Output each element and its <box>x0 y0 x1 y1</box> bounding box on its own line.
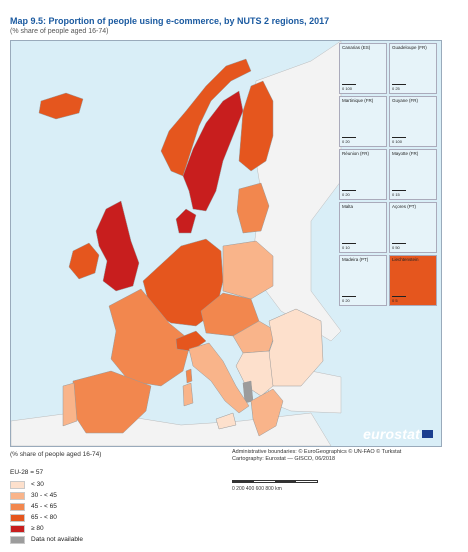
map-canvas <box>11 41 342 446</box>
inset-label: Martinique (FR) <box>342 98 374 103</box>
inset-label: Réunion (FR) <box>342 151 370 156</box>
inset-canarias: Canarias (ES) 0 100 <box>339 43 387 94</box>
legend-swatch <box>10 480 25 489</box>
hungary-region <box>232 320 277 354</box>
corsica-region <box>185 368 193 384</box>
legend-item: 45 - < 65 <box>10 501 83 512</box>
credits: Administrative boundaries: © EuroGeograp… <box>232 449 401 463</box>
legend-item: Data not available <box>10 534 83 545</box>
legend-swatch <box>10 513 25 522</box>
scale-bar: 0 200 400 600 800 km <box>232 480 322 496</box>
ireland-region <box>68 242 100 280</box>
inset-label: Madeira (PT) <box>342 257 369 262</box>
inset-liechtenstein: Liechtenstein 0 5 <box>389 255 437 306</box>
inset-label: Liechtenstein <box>392 257 419 262</box>
scale-bar-ticks: 0 200 400 600 800 km <box>232 486 282 492</box>
scale-bar-graphic <box>232 480 318 483</box>
legend-swatch <box>10 491 25 500</box>
inset-scale: 0 20 <box>342 296 356 303</box>
inset-madeira: Madeira (PT) 0 20 <box>339 255 387 306</box>
credits-line-1: Administrative boundaries: © EuroGeograp… <box>232 449 402 455</box>
inset-scale: 0 20 <box>342 190 356 197</box>
legend-label: Data not available <box>31 536 84 543</box>
legend: EU-28 = 57 < 30 30 - < 45 45 - < 65 65 -… <box>10 469 83 545</box>
legend-item: 65 - < 80 <box>10 512 83 523</box>
logo-text: eurostat <box>363 426 420 442</box>
portugal-region <box>62 382 78 427</box>
legend-label: 45 - < 65 <box>31 503 57 510</box>
europe-map: Canarias (ES) 0 100 Guadeloupe (FR) 0 25… <box>10 40 442 447</box>
eurostat-logo: eurostat <box>363 426 433 442</box>
inset-scale: 0 100 <box>392 137 407 144</box>
legend-label: < 30 <box>31 481 44 488</box>
legend-swatch <box>10 524 25 533</box>
map-title: Map 9.5: Proportion of people using e-co… <box>10 16 329 26</box>
baltics-region <box>236 182 270 234</box>
credits-line-2: Cartography: Eurostat — GISCO, 06/2018 <box>232 456 336 462</box>
north-africa-land <box>11 412 332 446</box>
greece-region <box>250 388 284 437</box>
iceland-land <box>38 92 84 120</box>
inset-reunion: Réunion (FR) 0 20 <box>339 149 387 200</box>
uk-region <box>95 200 140 292</box>
legend-swatch <box>10 535 25 544</box>
legend-label: 30 - < 45 <box>31 492 57 499</box>
poland-region <box>222 240 274 300</box>
legend-caption: (% share of people aged 16-74) <box>10 451 102 458</box>
eu-flag-icon <box>422 430 433 438</box>
norway-region <box>160 58 252 177</box>
sicily-region <box>215 412 237 430</box>
inset-malta: Malta 0 10 <box>339 202 387 253</box>
italy-region <box>188 342 250 414</box>
inset-label: Canarias (ES) <box>342 45 371 50</box>
eu-average: EU-28 = 57 <box>10 469 44 476</box>
inset-scale: 0 5 <box>392 296 405 303</box>
inset-martinique: Martinique (FR) 0 20 <box>339 96 387 147</box>
inset-label: Açores (PT) <box>392 204 417 209</box>
legend-item: < 30 <box>10 479 83 490</box>
inset-guadeloupe: Guadeloupe (FR) 0 25 <box>389 43 437 94</box>
finland-region <box>238 80 274 172</box>
sardinia-region <box>182 382 194 407</box>
legend-item: ≥ 80 <box>10 523 83 534</box>
legend-label: ≥ 80 <box>31 525 44 532</box>
inset-scale: 0 50 <box>392 243 406 250</box>
inset-scale: 0 25 <box>392 84 406 91</box>
denmark-region <box>175 208 197 234</box>
map-title-text: Proportion of people using e-commerce, b… <box>48 16 330 26</box>
romania-bulgaria-region <box>265 308 324 387</box>
map-subtitle: (% share of people aged 16-74) <box>10 28 109 35</box>
inset-mayotte: Mayotte (FR) 0 15 <box>389 149 437 200</box>
map-number: Map 9.5: <box>10 16 47 26</box>
inset-scale: 0 10 <box>342 243 356 250</box>
inset-guyane: Guyane (FR) 0 100 <box>389 96 437 147</box>
legend-label: 65 - < 80 <box>31 514 57 521</box>
inset-scale: 0 15 <box>392 190 406 197</box>
inset-scale: 0 20 <box>342 137 356 144</box>
inset-label: Guyane (FR) <box>392 98 419 103</box>
balkans-region <box>235 350 274 397</box>
inset-label: Mayotte (FR) <box>392 151 419 156</box>
legend-swatch <box>10 502 25 511</box>
inset-label: Guadeloupe (FR) <box>392 45 427 50</box>
inset-scale: 0 100 <box>342 84 357 91</box>
inset-label: Malta <box>342 204 354 209</box>
france-region <box>108 288 192 387</box>
inset-acores: Açores (PT) 0 50 <box>389 202 437 253</box>
legend-item: 30 - < 45 <box>10 490 83 501</box>
